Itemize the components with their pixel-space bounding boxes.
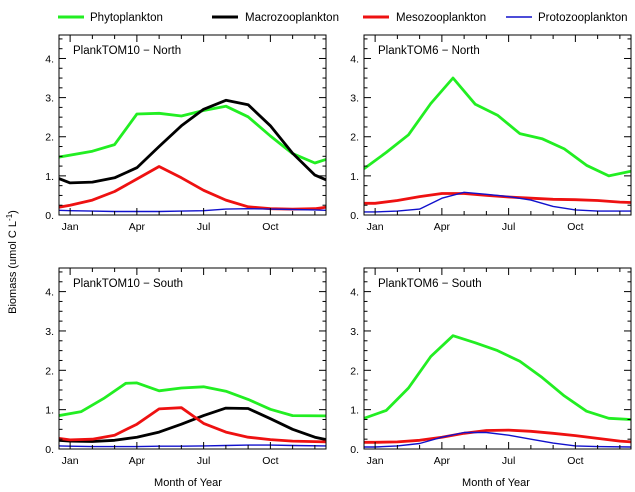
panel-title: PlankTOM6 − North bbox=[378, 45, 480, 57]
panel-3: 0. 1. 2. 3. 4. Jan Apr Jul Oct PlankTOM6 − South bbox=[350, 267, 632, 467]
y-tick-label: 4. bbox=[350, 53, 359, 65]
panel-title: PlankTOM6 − South bbox=[378, 278, 482, 290]
legend-label-2: Mesozooplankton bbox=[396, 12, 486, 24]
x-tick-label: Jan bbox=[62, 455, 79, 467]
plot-frame bbox=[363, 34, 632, 216]
x-tick-label: Jan bbox=[62, 221, 79, 233]
panels: 0. 1. 2. 3. 4. Jan Apr Jul Oct PlankTOM10 − North… bbox=[45, 34, 632, 467]
y-axis-label: Biomass (umol C L-1) bbox=[5, 210, 19, 314]
series-line-mesozooplankton bbox=[59, 165, 326, 211]
y-axis-label-sup: -1 bbox=[5, 213, 14, 221]
panel-title: PlankTOM10 − South bbox=[73, 278, 183, 290]
x-tick-label: Jul bbox=[502, 221, 515, 233]
y-tick-label: 0. bbox=[45, 444, 54, 456]
x-tick-label: Jul bbox=[197, 455, 210, 467]
y-tick-label: 1. bbox=[350, 171, 359, 183]
series-line-phytoplankton bbox=[364, 76, 631, 178]
y-tick-label: 2. bbox=[45, 132, 54, 144]
y-tick-label: 1. bbox=[45, 171, 54, 183]
series-line-phytoplankton bbox=[59, 381, 326, 418]
x-tick-label: Apr bbox=[129, 221, 146, 233]
y-tick-label: 3. bbox=[350, 326, 359, 338]
panel-2: 0. 1. 2. 3. 4. Jan Apr Jul Oct PlankTOM10 − South bbox=[45, 267, 327, 467]
x-axis-label-right: Month of Year bbox=[462, 477, 530, 489]
y-axis-label-close: ) bbox=[7, 210, 19, 214]
y-tick-label: 0. bbox=[45, 210, 54, 222]
y-tick-label: 3. bbox=[45, 326, 54, 338]
y-tick-label: 3. bbox=[45, 93, 54, 105]
y-tick-label: 1. bbox=[45, 405, 54, 417]
y-tick-label: 2. bbox=[350, 132, 359, 144]
y-tick-label: 0. bbox=[350, 444, 359, 456]
series-line-mesozooplankton bbox=[364, 428, 631, 444]
series-line-macrozooplankton bbox=[59, 98, 326, 185]
y-tick-label: 4. bbox=[350, 287, 359, 299]
legend-label-1: Macrozooplankton bbox=[245, 12, 339, 24]
legend-label-0: Phytoplankton bbox=[90, 12, 163, 24]
x-tick-label: Apr bbox=[129, 455, 146, 467]
panel-0: 0. 1. 2. 3. 4. Jan Apr Jul Oct PlankTOM10 − North bbox=[45, 34, 327, 233]
series-line-mesozooplankton bbox=[59, 406, 326, 444]
plot-frame bbox=[58, 34, 327, 216]
series-line-protozooplankton bbox=[364, 431, 631, 448]
series-line-protozooplankton bbox=[364, 191, 631, 213]
legend: Phytoplankton Macrozooplankton Mesozooplan… bbox=[58, 12, 628, 24]
x-tick-label: Oct bbox=[262, 455, 278, 467]
y-axis-label-text: Biomass (umol C L bbox=[7, 221, 19, 314]
x-tick-label: Oct bbox=[567, 455, 583, 467]
series-line-protozooplankton bbox=[59, 444, 326, 448]
y-tick-label: 2. bbox=[350, 365, 359, 377]
x-axis-label-left: Month of Year bbox=[154, 477, 222, 489]
x-tick-label: Oct bbox=[262, 221, 278, 233]
y-tick-label: 0. bbox=[350, 210, 359, 222]
x-tick-label: Jul bbox=[197, 221, 210, 233]
x-tick-label: Jan bbox=[367, 455, 384, 467]
plot-frame bbox=[58, 267, 327, 450]
series-line-mesozooplankton bbox=[364, 192, 631, 205]
x-tick-label: Apr bbox=[434, 221, 451, 233]
y-tick-label: 2. bbox=[45, 365, 54, 377]
legend-label-3: Protozooplankton bbox=[538, 12, 628, 24]
series-line-phytoplankton bbox=[59, 104, 326, 165]
y-tick-label: 4. bbox=[45, 287, 54, 299]
x-tick-label: Apr bbox=[434, 455, 451, 467]
series-line-phytoplankton bbox=[364, 334, 631, 421]
series-line-protozooplankton bbox=[59, 207, 326, 213]
y-tick-label: 1. bbox=[350, 405, 359, 417]
x-tick-label: Jul bbox=[502, 455, 515, 467]
panel-1: 0. 1. 2. 3. 4. Jan Apr Jul Oct PlankTOM6 − North bbox=[350, 34, 632, 233]
y-tick-label: 4. bbox=[45, 53, 54, 65]
series-line-macrozooplankton bbox=[59, 406, 326, 443]
x-tick-label: Jan bbox=[367, 221, 384, 233]
y-tick-label: 3. bbox=[350, 93, 359, 105]
x-tick-label: Oct bbox=[567, 221, 583, 233]
panel-title: PlankTOM10 − North bbox=[73, 45, 181, 57]
plot-frame bbox=[363, 267, 632, 450]
